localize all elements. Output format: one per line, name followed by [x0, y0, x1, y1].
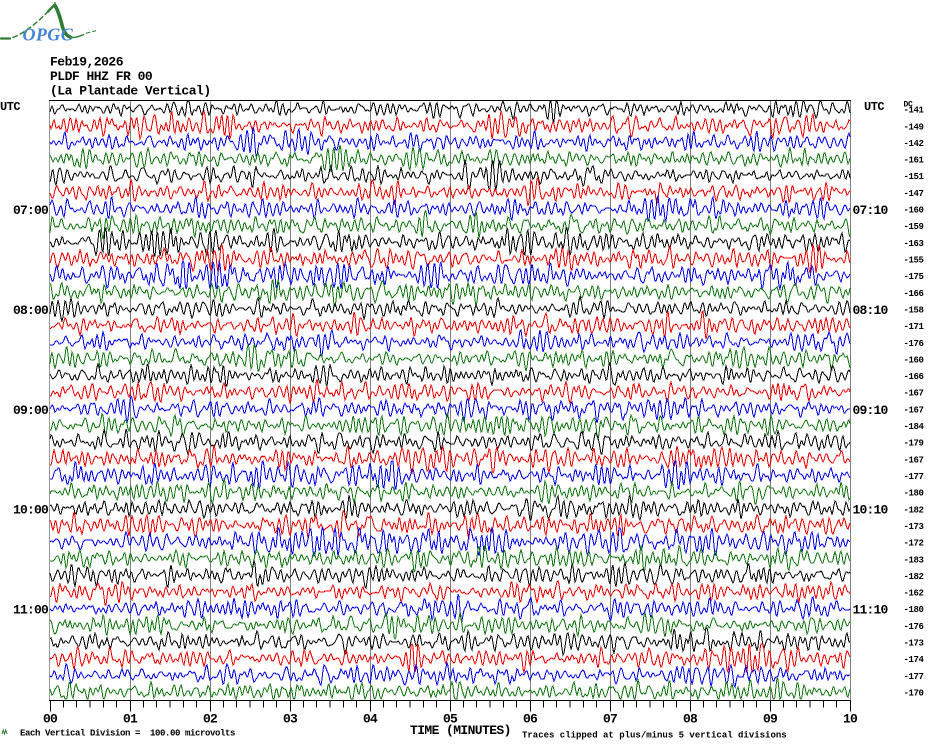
svg-text:-180: -180 [904, 489, 924, 499]
svg-text:09: 09 [763, 712, 778, 727]
svg-text:-167: -167 [904, 405, 924, 415]
svg-text:-173: -173 [904, 639, 924, 649]
svg-text:09:10: 09:10 [853, 403, 889, 418]
svg-text:08: 08 [683, 712, 698, 727]
svg-text:05: 05 [443, 712, 458, 727]
svg-text:-155: -155 [904, 256, 924, 266]
svg-text:11:00: 11:00 [13, 603, 49, 618]
svg-text:06: 06 [523, 712, 538, 727]
svg-text:Feb19,2026: Feb19,2026 [50, 55, 124, 70]
svg-text:-167: -167 [904, 389, 924, 399]
svg-text:07:00: 07:00 [13, 203, 49, 218]
svg-text:-177: -177 [904, 472, 924, 482]
svg-text:-182: -182 [904, 505, 924, 515]
svg-text:-166: -166 [904, 289, 924, 299]
svg-text:-184: -184 [904, 422, 925, 432]
svg-text:PLDF HHZ FR 00: PLDF HHZ FR 00 [50, 69, 153, 84]
svg-text:-174: -174 [904, 655, 925, 665]
svg-text:08:10: 08:10 [853, 303, 889, 318]
svg-text:DC: DC [904, 101, 914, 110]
svg-text:-160: -160 [904, 206, 924, 216]
svg-text:-151: -151 [904, 172, 925, 182]
svg-text:-160: -160 [904, 355, 924, 365]
svg-text:10:10: 10:10 [853, 503, 889, 518]
svg-text:UTC: UTC [864, 100, 884, 114]
svg-text:OPGC: OPGC [23, 25, 74, 45]
svg-text:-158: -158 [904, 305, 924, 315]
svg-text:-176: -176 [904, 622, 924, 632]
svg-text:11:10: 11:10 [853, 603, 889, 618]
svg-text:Each Vertical Division = 100.: Each Vertical Division = 100.00 microvol… [20, 729, 235, 739]
svg-text:-162: -162 [904, 589, 924, 599]
svg-text:-170: -170 [904, 688, 924, 698]
svg-text:09:00: 09:00 [13, 403, 49, 418]
svg-text:-180: -180 [904, 605, 924, 615]
svg-text:-171: -171 [904, 322, 925, 332]
svg-text:-182: -182 [904, 572, 924, 582]
svg-text:07: 07 [603, 712, 617, 727]
svg-text:-149: -149 [904, 122, 924, 132]
svg-text:-179: -179 [904, 439, 924, 449]
svg-text:03: 03 [283, 712, 298, 727]
svg-text:-163: -163 [904, 239, 924, 249]
svg-text:04: 04 [363, 712, 378, 727]
svg-text:UTC: UTC [0, 100, 20, 114]
svg-text:-166: -166 [904, 372, 924, 382]
svg-text:-147: -147 [904, 189, 924, 199]
svg-text:-177: -177 [904, 672, 924, 682]
svg-text:-161: -161 [904, 156, 925, 166]
svg-text:(La Plantade Vertical): (La Plantade Vertical) [50, 84, 211, 99]
svg-text:-173: -173 [904, 522, 924, 532]
svg-text:00: 00 [43, 712, 58, 727]
svg-text:07:10: 07:10 [853, 203, 889, 218]
svg-text:10:00: 10:00 [13, 503, 49, 518]
svg-text:-172: -172 [904, 539, 924, 549]
svg-text:-183: -183 [904, 555, 924, 565]
svg-text:-141: -141 [904, 106, 925, 116]
svg-text:-142: -142 [904, 139, 924, 149]
svg-text:TIME (MINUTES): TIME (MINUTES) [410, 723, 511, 738]
svg-text:-159: -159 [904, 222, 924, 232]
svg-text:10: 10 [843, 712, 858, 727]
svg-text:-176: -176 [904, 339, 924, 349]
svg-text:-167: -167 [904, 455, 924, 465]
svg-text:01: 01 [123, 712, 138, 727]
svg-text:-175: -175 [904, 272, 924, 282]
svg-text:02: 02 [203, 712, 218, 727]
svg-text:Traces clipped at plus/minus 5: Traces clipped at plus/minus 5 vertical … [522, 731, 787, 741]
svg-text:08:00: 08:00 [13, 303, 49, 318]
